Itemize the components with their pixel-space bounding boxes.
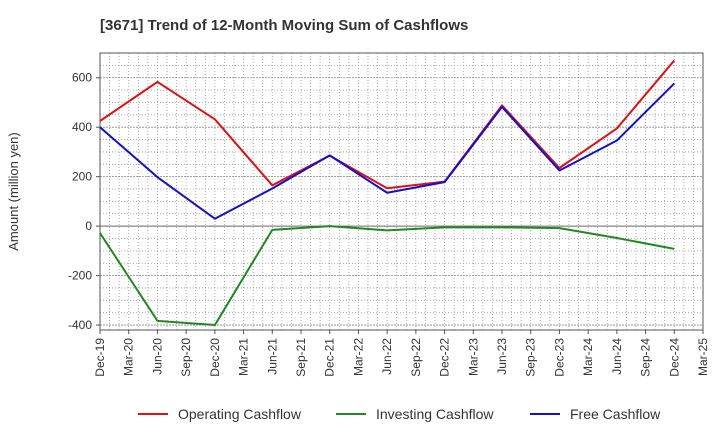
x-tick-label: Mar-21 [237,338,251,376]
legend: Operating Cashflow Investing Cashflow Free… [138,406,661,422]
series-line [99,59,676,190]
y-tick-label: 0 [85,219,92,233]
x-tick-label: Dec-20 [208,338,222,377]
x-tick-label: Mar-25 [696,338,710,376]
y-tick-label: 200 [72,170,92,184]
series-line [99,82,675,220]
legend-label: Investing Cashflow [376,406,494,422]
x-tick-label: Dec-19 [93,338,107,377]
x-tick-label: Dec-23 [552,338,566,377]
x-tick-label: Jun-20 [150,338,164,375]
y-tick-label: 400 [72,120,92,134]
x-tick-label: Sep-22 [409,338,423,377]
x-tick-label: Dec-22 [438,338,452,377]
x-tick-label: Sep-24 [639,338,653,377]
x-axis: Dec-19 Mar-20 Jun-20 Sep-20 Dec-20 Mar-21 Jun-… [93,330,710,377]
x-tick-label: Sep-20 [179,338,193,377]
series-lines [99,59,676,327]
series-line [99,225,675,327]
x-tick-label: Mar-22 [351,338,365,376]
y-tick-label: -200 [68,269,92,283]
grid [100,52,703,330]
x-tick-label: Jun-21 [265,338,279,375]
x-tick-label: Dec-24 [667,338,681,377]
x-tick-label: Dec-21 [323,338,337,377]
legend-label: Free Cashflow [570,406,661,422]
x-tick-label: Jun-23 [495,338,509,375]
y-tick-label: -400 [68,318,92,332]
legend-label: Operating Cashflow [178,406,302,422]
chart-title: [3671] Trend of 12-Month Moving Sum of C… [100,17,468,34]
x-tick-label: Mar-23 [466,338,480,376]
plot-frame [99,52,704,331]
x-tick-label: Mar-24 [581,338,595,376]
x-tick-label: Mar-20 [122,338,136,376]
x-tick-label: Jun-24 [610,338,624,375]
x-tick-label: Sep-21 [294,338,308,377]
y-tick-label: 600 [72,71,92,85]
y-axis-label: Amount (million yen) [6,132,21,251]
y-axis: -400 -200 0 200 400 600 [68,71,100,332]
x-tick-label: Jun-22 [380,338,394,375]
x-tick-label: Sep-23 [524,338,538,377]
